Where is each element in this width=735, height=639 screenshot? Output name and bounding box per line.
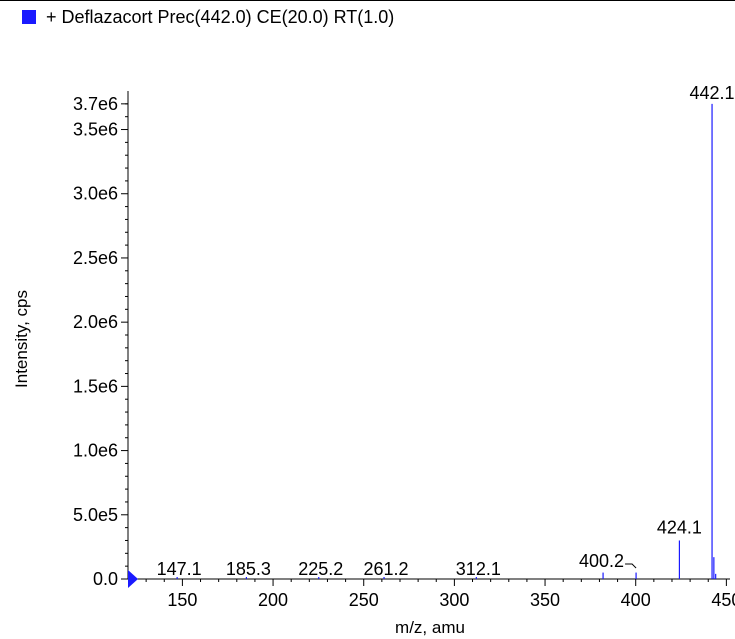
y-tick-label: 1.0e6 xyxy=(73,441,118,461)
origin-marker-icon xyxy=(128,570,138,588)
legend-label: + Deflazacort Prec(442.0) CE(20.0) RT(1.… xyxy=(46,6,395,27)
peak-label: 400.2 xyxy=(579,551,624,571)
x-tick-label: 250 xyxy=(349,590,379,610)
x-tick-label: 450 xyxy=(711,590,735,610)
y-tick-label: 3.5e6 xyxy=(73,120,118,140)
x-tick-label: 300 xyxy=(439,590,469,610)
top-border xyxy=(0,0,735,1)
y-tick-label: 0.0 xyxy=(93,569,118,589)
peak-leader-line xyxy=(625,563,637,569)
x-tick-label: 150 xyxy=(167,590,197,610)
peak-label: 442.1 xyxy=(690,83,735,103)
peak-label: 261.2 xyxy=(364,559,409,579)
x-tick-label: 350 xyxy=(530,590,560,610)
peak-label: 185.3 xyxy=(226,559,271,579)
y-tick-label: 2.5e6 xyxy=(73,248,118,268)
peak-label: 312.1 xyxy=(456,559,501,579)
y-tick-label: 5.0e5 xyxy=(73,505,118,525)
legend: + Deflazacort Prec(442.0) CE(20.0) RT(1.… xyxy=(22,4,394,30)
y-tick-label: 3.7e6 xyxy=(73,94,118,114)
peak-label: 225.2 xyxy=(298,559,343,579)
x-tick-label: 400 xyxy=(621,590,651,610)
x-axis-label: m/z, amu xyxy=(395,618,465,637)
x-tick-label: 200 xyxy=(258,590,288,610)
peak-labels: 147.1 185.3 225.2 261.2 312.1 400.2 424.1 442.1 xyxy=(157,83,735,579)
y-tick-label: 2.0e6 xyxy=(73,312,118,332)
peaks xyxy=(176,103,717,579)
y-tick-label: 1.5e6 xyxy=(73,376,118,396)
peak-label: 424.1 xyxy=(657,517,702,537)
blue-square-icon xyxy=(22,10,36,24)
y-tick-label: 3.0e6 xyxy=(73,184,118,204)
axes: 150 200 250 300 350 400 450 0.0 5.0e5 1.0e6 1.5e6 2… xyxy=(73,91,735,610)
peak-label: 147.1 xyxy=(157,559,202,579)
